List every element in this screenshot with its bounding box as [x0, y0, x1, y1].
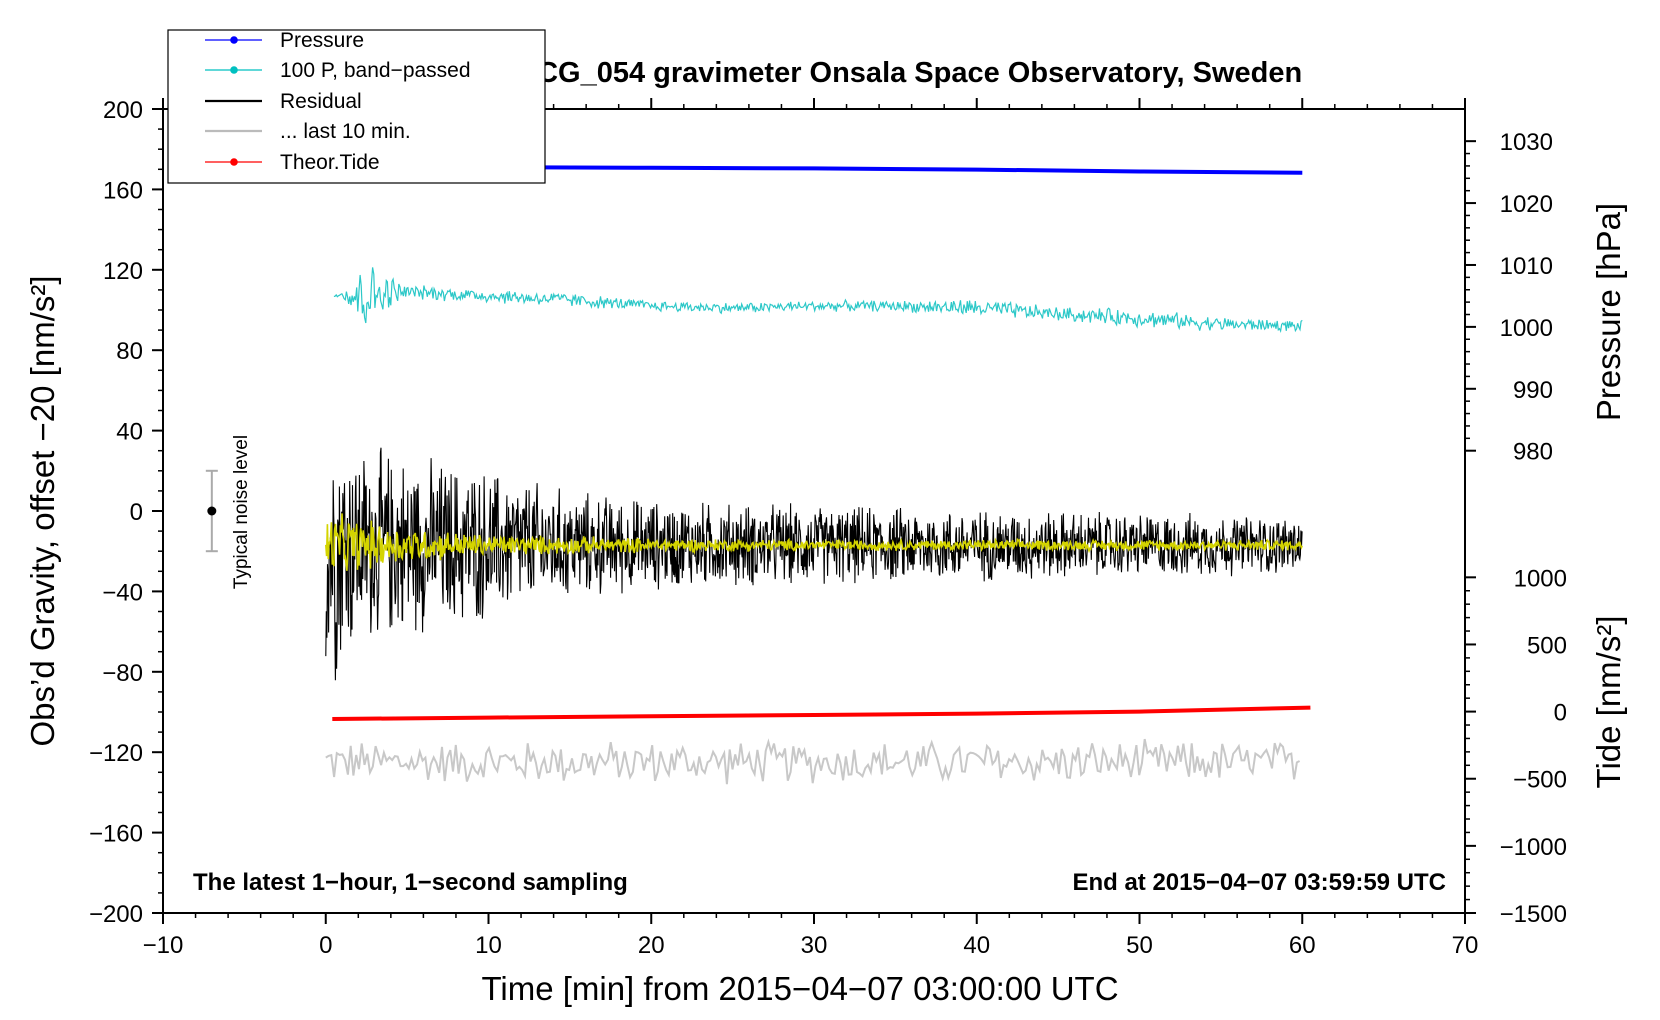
y-tick-label: −80	[102, 660, 143, 687]
y-tick-label: 40	[116, 419, 143, 446]
series-layer	[325, 164, 1311, 785]
tide-tick-label: −1500	[1500, 901, 1567, 928]
y-tick-label: −120	[89, 740, 143, 767]
legend-label-last10: ... last 10 min.	[280, 120, 411, 143]
y-tick-label: 0	[130, 499, 143, 526]
legend-swatch-marker	[230, 158, 238, 166]
x-tick-label: 10	[475, 932, 502, 959]
y-tick-label: −160	[89, 821, 143, 848]
legend-box	[167, 29, 546, 184]
series-residual	[325, 447, 1303, 681]
y-axis-label-pressure: Pressure [hPa]	[1590, 203, 1627, 421]
series-theoretical-tide	[332, 705, 1311, 721]
x-tick-label: 0	[319, 932, 332, 959]
pressure-tick-label: 1020	[1500, 191, 1553, 218]
noise-level-label: Typical noise level	[231, 435, 252, 589]
x-tick-label: 50	[1126, 932, 1153, 959]
tide-tick-label: 0	[1554, 700, 1567, 727]
y-tick-label: 80	[116, 338, 143, 365]
y-tick-label: 160	[103, 177, 143, 204]
series-last-10-min	[325, 738, 1301, 785]
legend-swatches	[205, 36, 262, 166]
series-residual-filtered	[325, 513, 1303, 571]
pressure-tick-label: 980	[1513, 439, 1553, 466]
x-tick-label: 30	[801, 932, 828, 959]
legend-label-bandpassed: 100 P, band−passed	[280, 59, 471, 82]
tide-tick-label: −1000	[1500, 834, 1567, 861]
tide-tick-label: 500	[1527, 632, 1567, 659]
annotation-sampling: The latest 1−hour, 1−second sampling	[193, 869, 628, 896]
x-tick-label: 40	[963, 932, 990, 959]
pressure-tick-label: 990	[1513, 377, 1553, 404]
x-tick-label: 70	[1452, 932, 1479, 959]
axes-layer: −10 0 10 20 30 40 50 60 7020016012080400−40−80−1…	[89, 97, 1567, 959]
annotation-end-time: End at 2015−04−07 03:59:59 UTC	[1072, 869, 1446, 896]
pressure-tick-label: 1010	[1500, 253, 1553, 280]
legend-label-tide: Theor.Tide	[280, 151, 380, 174]
y-axis-label-gravity: Obs’d Gravity, offset −20 [nm/s²]	[24, 275, 61, 746]
y-tick-label: −40	[102, 579, 143, 606]
x-tick-label: 60	[1289, 932, 1316, 959]
legend-label-residual: Residual	[280, 90, 362, 113]
noise-level-indicator	[205, 469, 218, 553]
x-tick-label: 20	[638, 932, 665, 959]
noise-bar-center-dot	[207, 506, 217, 516]
x-axis-label: Time [min] from 2015−04−07 03:00:00 UTC	[481, 970, 1118, 1007]
tide-tick-label: 1000	[1514, 565, 1567, 592]
legend-swatch-marker	[230, 66, 238, 74]
x-tick-label: −10	[143, 932, 184, 959]
y-tick-label: −200	[89, 901, 143, 928]
series-bandpassed-pressure	[333, 267, 1303, 334]
pressure-tick-label: 1030	[1500, 129, 1553, 156]
y-tick-label: 200	[103, 97, 143, 124]
chart-title: SCG_054 gravimeter Onsala Space Observat…	[518, 57, 1302, 89]
y-tick-label: 120	[103, 258, 143, 285]
legend-label-pressure: Pressure	[280, 29, 364, 52]
y-axis-label-tide: Tide [nm/s²]	[1590, 616, 1627, 789]
pressure-tick-label: 1000	[1500, 315, 1553, 342]
legend: Pressure 100 P, band−passed Residual ...…	[167, 29, 546, 184]
tide-tick-label: −500	[1513, 767, 1567, 794]
legend-swatch-marker	[230, 36, 238, 44]
